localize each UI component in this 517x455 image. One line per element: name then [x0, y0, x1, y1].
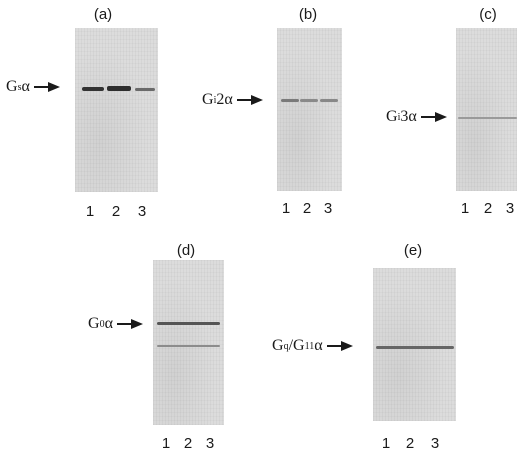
panel-b-gel: [277, 28, 342, 191]
panel-b-protein-prefix: G: [202, 91, 214, 108]
panel-d-lane-1: 1: [161, 435, 171, 452]
panel-d-lane-2: 2: [183, 435, 193, 452]
arrow-right-icon: [326, 341, 353, 351]
panel-e-label: (e): [403, 242, 423, 259]
panel-e-lane-2: 2: [405, 435, 415, 452]
panel-b-lane-1: 1: [281, 200, 291, 217]
panel-d-band-upper: [157, 322, 220, 325]
panel-d-protein-sub: 0: [99, 318, 105, 330]
panel-d-protein-suffix: α: [104, 315, 113, 332]
panel-d-band-lower: [157, 345, 220, 347]
panel-e-protein-mid: /G: [288, 337, 305, 354]
panel-c-label: (c): [479, 6, 497, 23]
panel-a-protein-prefix: G: [6, 78, 18, 95]
panel-b-band-lane3: [320, 99, 338, 102]
panel-b-lane-3: 3: [323, 200, 333, 217]
panel-e-band: [376, 346, 454, 349]
panel-e-protein-suffix: α: [314, 337, 323, 354]
panel-e-gel: [373, 268, 456, 421]
panel-b-label: (b): [298, 6, 318, 23]
panel-a-gel: [75, 28, 158, 192]
panel-d-protein-prefix: G: [88, 315, 100, 332]
panel-d-lane-3: 3: [205, 435, 215, 452]
panel-e-protein-sub2: 11: [304, 340, 315, 352]
panel-c-protein-prefix: G: [386, 108, 398, 125]
panel-a-label: (a): [93, 6, 113, 23]
panel-b-band-lane1: [281, 99, 299, 102]
panel-c-lane-1: 1: [460, 200, 470, 217]
panel-c-lane-2: 2: [483, 200, 493, 217]
panel-a-protein-suffix: α: [21, 78, 30, 95]
panel-d-gel: [153, 260, 224, 425]
panel-a-protein-sub: s: [17, 81, 22, 93]
arrow-right-icon: [116, 319, 143, 329]
panel-e-lane-1: 1: [381, 435, 391, 452]
arrow-right-icon: [33, 82, 60, 92]
panel-b-protein-suffix: 2α: [216, 91, 233, 108]
panel-a-lane-1: 1: [85, 203, 95, 220]
panel-e-protein-prefix: G: [272, 337, 284, 354]
panel-b-protein-sub: i: [213, 94, 217, 106]
panel-a-band-lane2: [107, 86, 131, 91]
panel-c-band: [458, 117, 517, 119]
panel-e-protein-sub: q: [283, 340, 289, 352]
panel-a-band-lane3: [135, 88, 155, 91]
panel-a-lane-2: 2: [111, 203, 121, 220]
panel-a-lane-3: 3: [137, 203, 147, 220]
panel-e-lane-3: 3: [430, 435, 440, 452]
panel-b-lane-2: 2: [302, 200, 312, 217]
arrow-right-icon: [420, 112, 447, 122]
panel-c-gel: [456, 28, 517, 191]
panel-a-band-lane1: [82, 87, 104, 91]
panel-c-protein-sub: i: [397, 111, 401, 123]
panel-c-lane-3: 3: [505, 200, 515, 217]
panel-b-band-lane2: [300, 99, 318, 102]
panel-d-label: (d): [176, 242, 196, 259]
arrow-right-icon: [236, 95, 263, 105]
panel-c-protein-suffix: 3α: [400, 108, 417, 125]
